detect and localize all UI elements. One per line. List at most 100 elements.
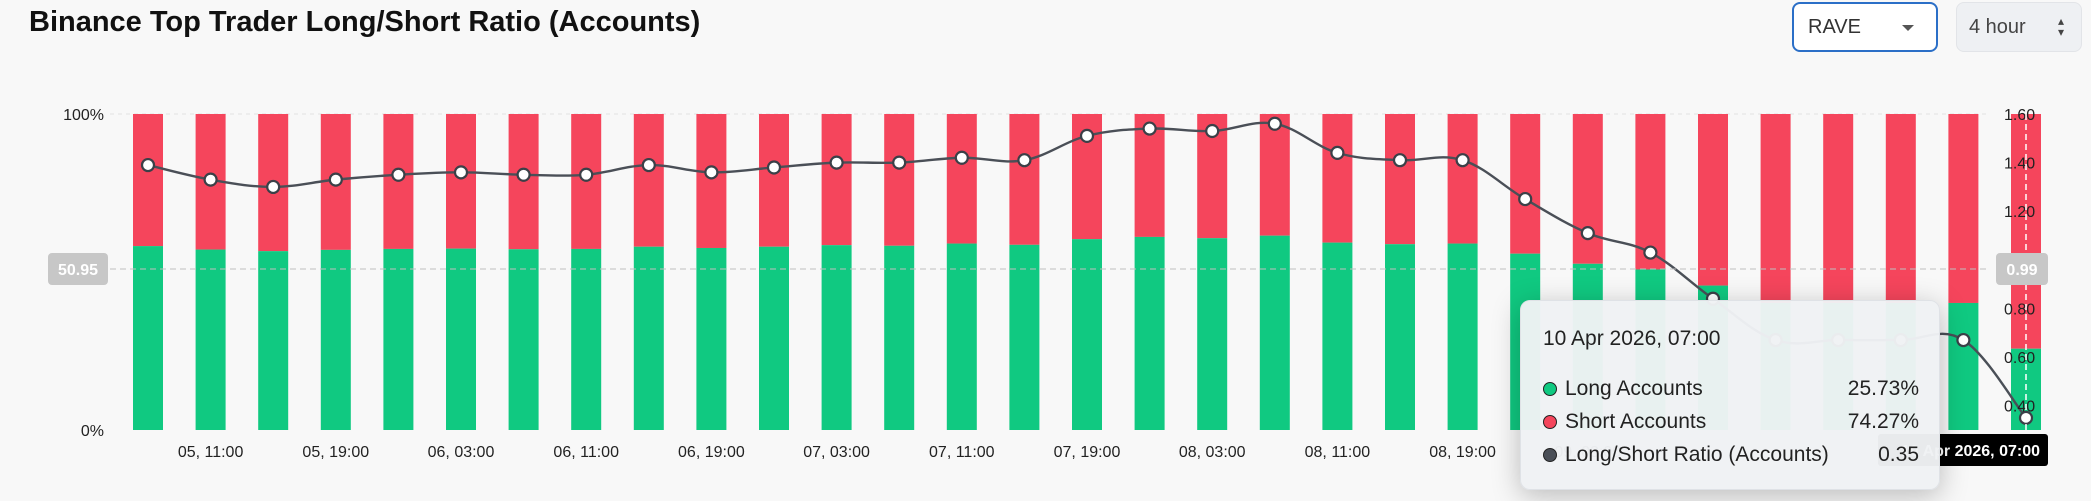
short-bar[interactable] [1009, 114, 1040, 245]
x-tick: 07, 11:00 [929, 444, 995, 461]
long-bar[interactable] [1134, 236, 1165, 430]
short-bar[interactable] [1948, 114, 1979, 303]
long-bar[interactable] [1948, 302, 1979, 430]
ratio-point[interactable] [391, 167, 406, 182]
short-bar[interactable] [1760, 114, 1791, 303]
short-bar[interactable] [1823, 114, 1854, 303]
long-bar[interactable] [320, 249, 351, 430]
ratio-point[interactable] [766, 160, 782, 175]
legend-dot-icon [1543, 448, 1557, 462]
y-right-tick: 0.60 [2004, 350, 2035, 367]
crosshair-right-label: 0.99 [2006, 262, 2037, 279]
x-tick: 07, 03:00 [803, 444, 870, 461]
interval-select[interactable]: 4 hour ▴ ▾ [1956, 2, 2082, 52]
ratio-point[interactable] [140, 157, 156, 173]
x-tick: 08, 19:00 [1429, 444, 1496, 461]
short-bar[interactable] [759, 114, 789, 247]
ratio-point[interactable] [954, 150, 969, 165]
long-bar[interactable] [821, 245, 852, 430]
short-bar[interactable] [1885, 114, 1916, 303]
ratio-point[interactable] [829, 155, 844, 170]
ratio-point[interactable] [704, 165, 719, 180]
short-bar[interactable] [1635, 114, 1666, 270]
short-bar[interactable] [633, 114, 664, 247]
ratio-point[interactable] [1455, 153, 1470, 168]
tooltip-row-short: Short Accounts 74.27% [1543, 409, 1919, 435]
tooltip-row-long: Long Accounts 25.73% [1543, 376, 1919, 402]
short-bar[interactable] [1698, 114, 1728, 286]
ratio-point[interactable] [328, 172, 343, 187]
short-bar[interactable] [1447, 114, 1478, 244]
long-bar[interactable] [759, 246, 789, 430]
tooltip-value: 0.35 [1878, 443, 1919, 466]
y-right-tick: 1.20 [2004, 204, 2035, 221]
x-tick: 08, 03:00 [1179, 444, 1246, 461]
short-bar[interactable] [696, 114, 727, 248]
chevron-down-icon [1902, 25, 1914, 31]
ratio-point[interactable] [1142, 121, 1157, 136]
x-tick: 07, 19:00 [1054, 444, 1121, 461]
long-bar[interactable] [1197, 238, 1228, 430]
y-right-tick: 1.60 [2004, 107, 2035, 124]
long-bar[interactable] [571, 248, 602, 430]
long-bar[interactable] [195, 249, 226, 430]
ratio-point[interactable] [1956, 332, 1971, 348]
long-bar[interactable] [1072, 239, 1102, 430]
crosshair-left-label-box [48, 252, 108, 285]
ratio-point[interactable] [1205, 123, 1220, 139]
x-tick: 05, 19:00 [302, 444, 369, 461]
ratio-point[interactable] [516, 167, 531, 182]
long-bar[interactable] [696, 247, 727, 430]
ratio-point[interactable] [1580, 226, 1595, 241]
short-bar[interactable] [1322, 114, 1353, 243]
long-bar[interactable] [508, 249, 539, 430]
x-tick: 08, 11:00 [1305, 444, 1371, 461]
short-bar[interactable] [946, 114, 977, 244]
long-bar[interactable] [133, 246, 163, 430]
chart-title: Binance Top Trader Long/Short Ratio (Acc… [29, 6, 701, 38]
x-tick: 06, 03:00 [428, 444, 495, 461]
long-bar[interactable] [1259, 235, 1290, 430]
ratio-point[interactable] [892, 155, 907, 170]
long-bar[interactable] [633, 246, 664, 430]
short-bar[interactable] [1510, 114, 1541, 254]
ratio-point[interactable] [453, 165, 469, 180]
short-bar[interactable] [446, 114, 476, 249]
ratio-point[interactable] [579, 167, 594, 182]
ratio-point[interactable] [1079, 128, 1095, 143]
long-bar[interactable] [1322, 242, 1353, 430]
short-bar[interactable] [821, 114, 852, 246]
up-down-chevron-icon: ▴ ▾ [2057, 14, 2065, 39]
short-bar[interactable] [1259, 114, 1290, 236]
symbol-select[interactable]: RAVE [1792, 2, 1938, 52]
long-bar[interactable] [383, 248, 414, 430]
ratio-point[interactable] [1267, 116, 1282, 131]
ratio-point[interactable] [1017, 153, 1032, 168]
short-bar[interactable] [1385, 114, 1415, 245]
y-right-tick: 0.40 [2004, 399, 2035, 416]
ratio-point[interactable] [1330, 145, 1345, 160]
ratio-point[interactable] [203, 172, 218, 187]
y-right-tick: 0.80 [2004, 301, 2035, 318]
long-bar[interactable] [1447, 243, 1478, 430]
tooltip-value: 74.27% [1847, 410, 1919, 433]
ratio-point[interactable] [266, 179, 281, 195]
long-bar[interactable] [884, 245, 915, 430]
long-bar[interactable] [446, 248, 476, 430]
ratio-point[interactable] [1643, 245, 1658, 260]
long-bar[interactable] [258, 251, 289, 430]
tooltip-date: 10 Apr 2026, 07:00 [1543, 327, 1721, 350]
ratio-point[interactable] [641, 157, 656, 173]
long-bar[interactable] [1009, 244, 1040, 430]
ratio-point[interactable] [1518, 191, 1533, 207]
short-bar[interactable] [884, 114, 915, 246]
y-right-tick: 1.40 [2004, 156, 2035, 173]
short-bar[interactable] [1572, 114, 1603, 264]
short-bar[interactable] [133, 114, 163, 247]
x-tick: 06, 19:00 [678, 444, 745, 461]
long-bar[interactable] [946, 243, 977, 430]
ratio-point[interactable] [1392, 153, 1408, 168]
long-bar[interactable] [1385, 244, 1415, 430]
crosshair-right-label-box [1996, 252, 2048, 285]
y-left-tick: 100% [63, 107, 104, 124]
